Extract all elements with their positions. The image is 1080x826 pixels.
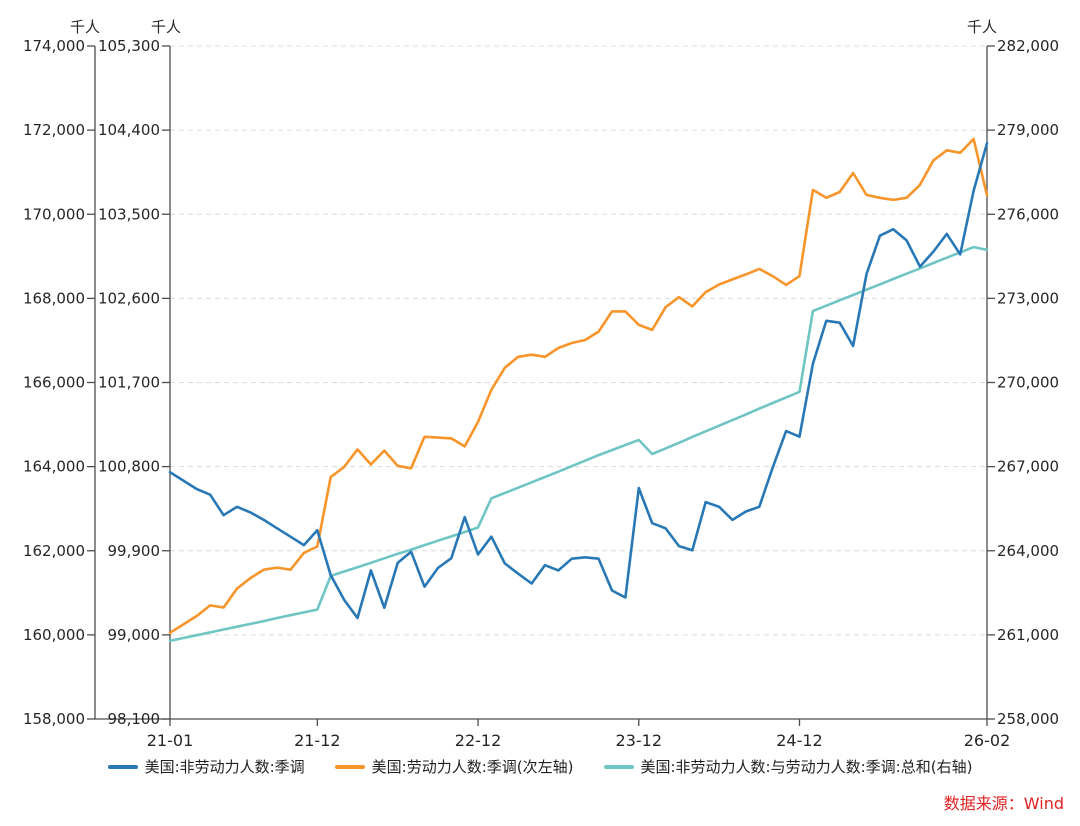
primary-left-tick-label: 101,700 — [98, 374, 160, 392]
legend-swatch — [334, 764, 365, 769]
right-tick-label: 279,000 — [997, 121, 1059, 139]
series-line-0 — [168, 141, 989, 620]
primary-left-tick-label: 99,000 — [108, 626, 161, 644]
x-tick-label: 23-12 — [616, 731, 663, 750]
x-tick-label: 21-01 — [147, 731, 194, 750]
right-tick-label: 261,000 — [997, 626, 1059, 644]
secondary-left-unit-label: 千人 — [70, 18, 100, 36]
series-line-2 — [168, 245, 989, 643]
secondary-left-tick-label: 170,000 — [23, 205, 85, 223]
primary-left-tick-label: 102,600 — [98, 289, 160, 307]
primary-left-tick-label: 103,500 — [98, 205, 160, 223]
legend-swatch — [603, 764, 634, 769]
legend-item-1: 美国:劳动力人数:季调(次左轴) — [334, 756, 574, 777]
primary-left-unit-label: 千人 — [151, 18, 181, 36]
secondary-left-tick-label: 174,000 — [23, 37, 85, 55]
primary-left-tick-label: 98,100 — [108, 710, 161, 728]
secondary-left-tick-label: 164,000 — [23, 458, 85, 476]
secondary-left-tick-label: 158,000 — [23, 710, 85, 728]
x-tick-label: 24-12 — [776, 731, 823, 750]
x-tick-label: 22-12 — [455, 731, 502, 750]
right-tick-label: 276,000 — [997, 205, 1059, 223]
legend: 美国:非劳动力人数:季调 美国:劳动力人数:季调(次左轴) 美国:非劳动力人数:与劳… — [0, 756, 1080, 777]
series-line-1 — [168, 137, 989, 635]
legend-label: 美国:非劳动力人数:与劳动力人数:季调:总和(右轴) — [640, 758, 973, 776]
legend-label: 美国:非劳动力人数:季调 — [144, 758, 305, 776]
right-tick-label: 273,000 — [997, 289, 1059, 307]
legend-swatch — [107, 764, 138, 769]
secondary-left-tick-label: 168,000 — [23, 289, 85, 307]
secondary-left-tick-label: 162,000 — [23, 542, 85, 560]
right-tick-label: 267,000 — [997, 458, 1059, 476]
data-source: 数据来源：Wind — [943, 794, 1064, 813]
secondary-left-tick-label: 172,000 — [23, 121, 85, 139]
primary-left-tick-label: 104,400 — [98, 121, 160, 139]
right-tick-label: 258,000 — [997, 710, 1059, 728]
secondary-left-tick-label: 160,000 — [23, 626, 85, 644]
legend-label: 美国:劳动力人数:季调(次左轴) — [371, 758, 574, 776]
legend-item-2: 美国:非劳动力人数:与劳动力人数:季调:总和(右轴) — [603, 756, 973, 777]
right-unit-label: 千人 — [967, 18, 997, 36]
x-tick-label: 21-12 — [294, 731, 341, 750]
primary-left-tick-label: 105,300 — [98, 37, 160, 55]
primary-left-tick-label: 99,900 — [108, 542, 161, 560]
primary-left-tick-label: 100,800 — [98, 458, 160, 476]
right-tick-label: 264,000 — [997, 542, 1059, 560]
right-tick-label: 270,000 — [997, 374, 1059, 392]
secondary-left-tick-label: 166,000 — [23, 374, 85, 392]
x-tick-label: 26-02 — [964, 731, 1011, 750]
right-tick-label: 282,000 — [997, 37, 1059, 55]
legend-item-0: 美国:非劳动力人数:季调 — [107, 756, 305, 777]
